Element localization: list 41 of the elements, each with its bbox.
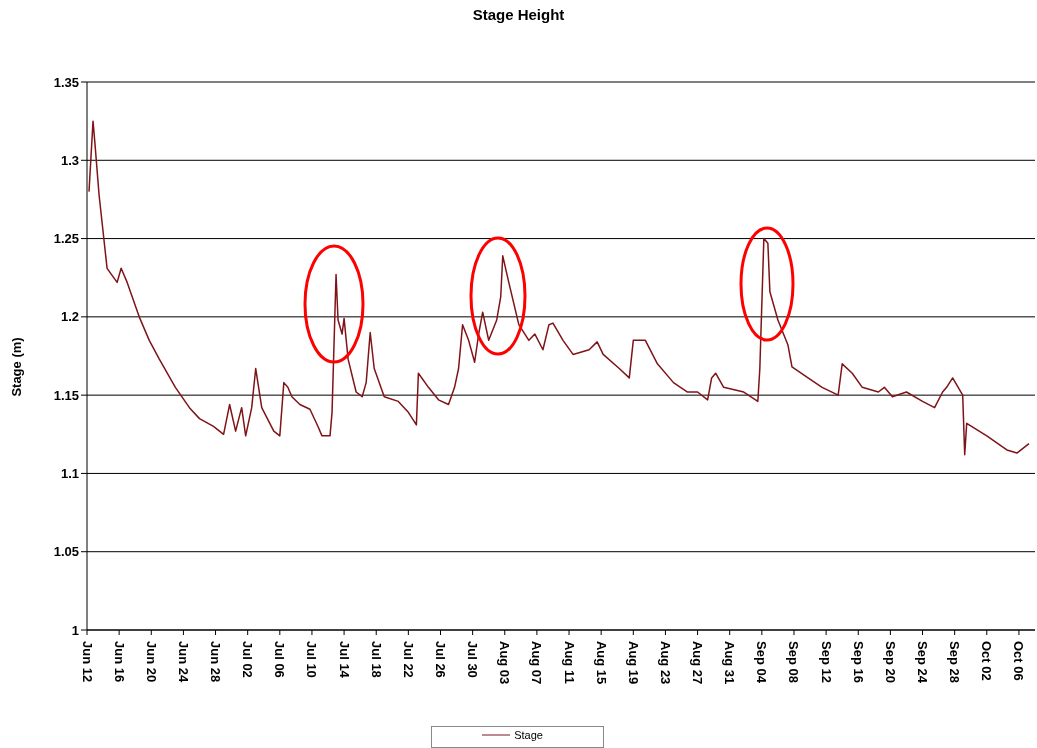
y-tick-label: 1 (71, 622, 79, 638)
x-tick-label: Jul 30 (465, 641, 481, 678)
x-tick-label: Jul 02 (240, 641, 256, 678)
x-tick-label: Jul 06 (272, 641, 288, 678)
x-tick-label: Aug 07 (529, 641, 545, 685)
x-tick-label: Aug 15 (593, 641, 609, 685)
y-tick-label: 1.05 (53, 544, 79, 560)
x-tick-label: Aug 03 (497, 641, 513, 685)
x-tick-label: Jul 14 (336, 641, 352, 679)
x-tick-label: Sep 12 (818, 641, 834, 683)
y-tick-label: 1.15 (53, 387, 79, 403)
x-tick-label: Aug 23 (657, 641, 673, 685)
x-tick-label: Aug 31 (722, 641, 738, 685)
y-tick-label: 1.35 (53, 74, 79, 90)
y-axis-title: Stage (m) (8, 337, 24, 397)
y-tick-label: 1.25 (53, 231, 79, 247)
x-tick-label: Sep 04 (754, 641, 770, 684)
x-tick-label: Jul 10 (304, 641, 320, 678)
x-tick-label: Jun 12 (79, 641, 95, 683)
x-tick-label: Sep 20 (882, 641, 898, 683)
x-tick-label: Oct 06 (1011, 641, 1027, 681)
x-tick-label: Sep 08 (786, 641, 802, 683)
x-tick-label: Sep 24 (915, 641, 931, 684)
x-tick-label: Jun 28 (208, 641, 224, 683)
y-tick-label: 1.3 (60, 152, 79, 168)
x-tick-label: Jul 26 (432, 641, 448, 678)
x-tick-label: Sep 28 (947, 641, 963, 683)
x-tick-label: Oct 02 (979, 641, 995, 681)
x-tick-label: Jun 24 (175, 641, 191, 683)
legend-label: Stage (513, 729, 543, 741)
chart-title: Stage Height (471, 6, 566, 23)
x-tick-label: Jun 16 (111, 641, 127, 683)
x-tick-label: Aug 27 (690, 641, 706, 685)
y-tick-label: 1.1 (60, 466, 79, 482)
y-tick-label: 1.2 (60, 309, 79, 325)
x-tick-label: Jul 22 (400, 641, 416, 678)
x-tick-label: Aug 19 (625, 641, 641, 685)
x-tick-label: Sep 16 (850, 641, 866, 683)
x-tick-label: Jun 20 (143, 641, 159, 683)
x-tick-label: Jul 18 (368, 641, 384, 678)
x-tick-label: Aug 11 (561, 641, 577, 684)
